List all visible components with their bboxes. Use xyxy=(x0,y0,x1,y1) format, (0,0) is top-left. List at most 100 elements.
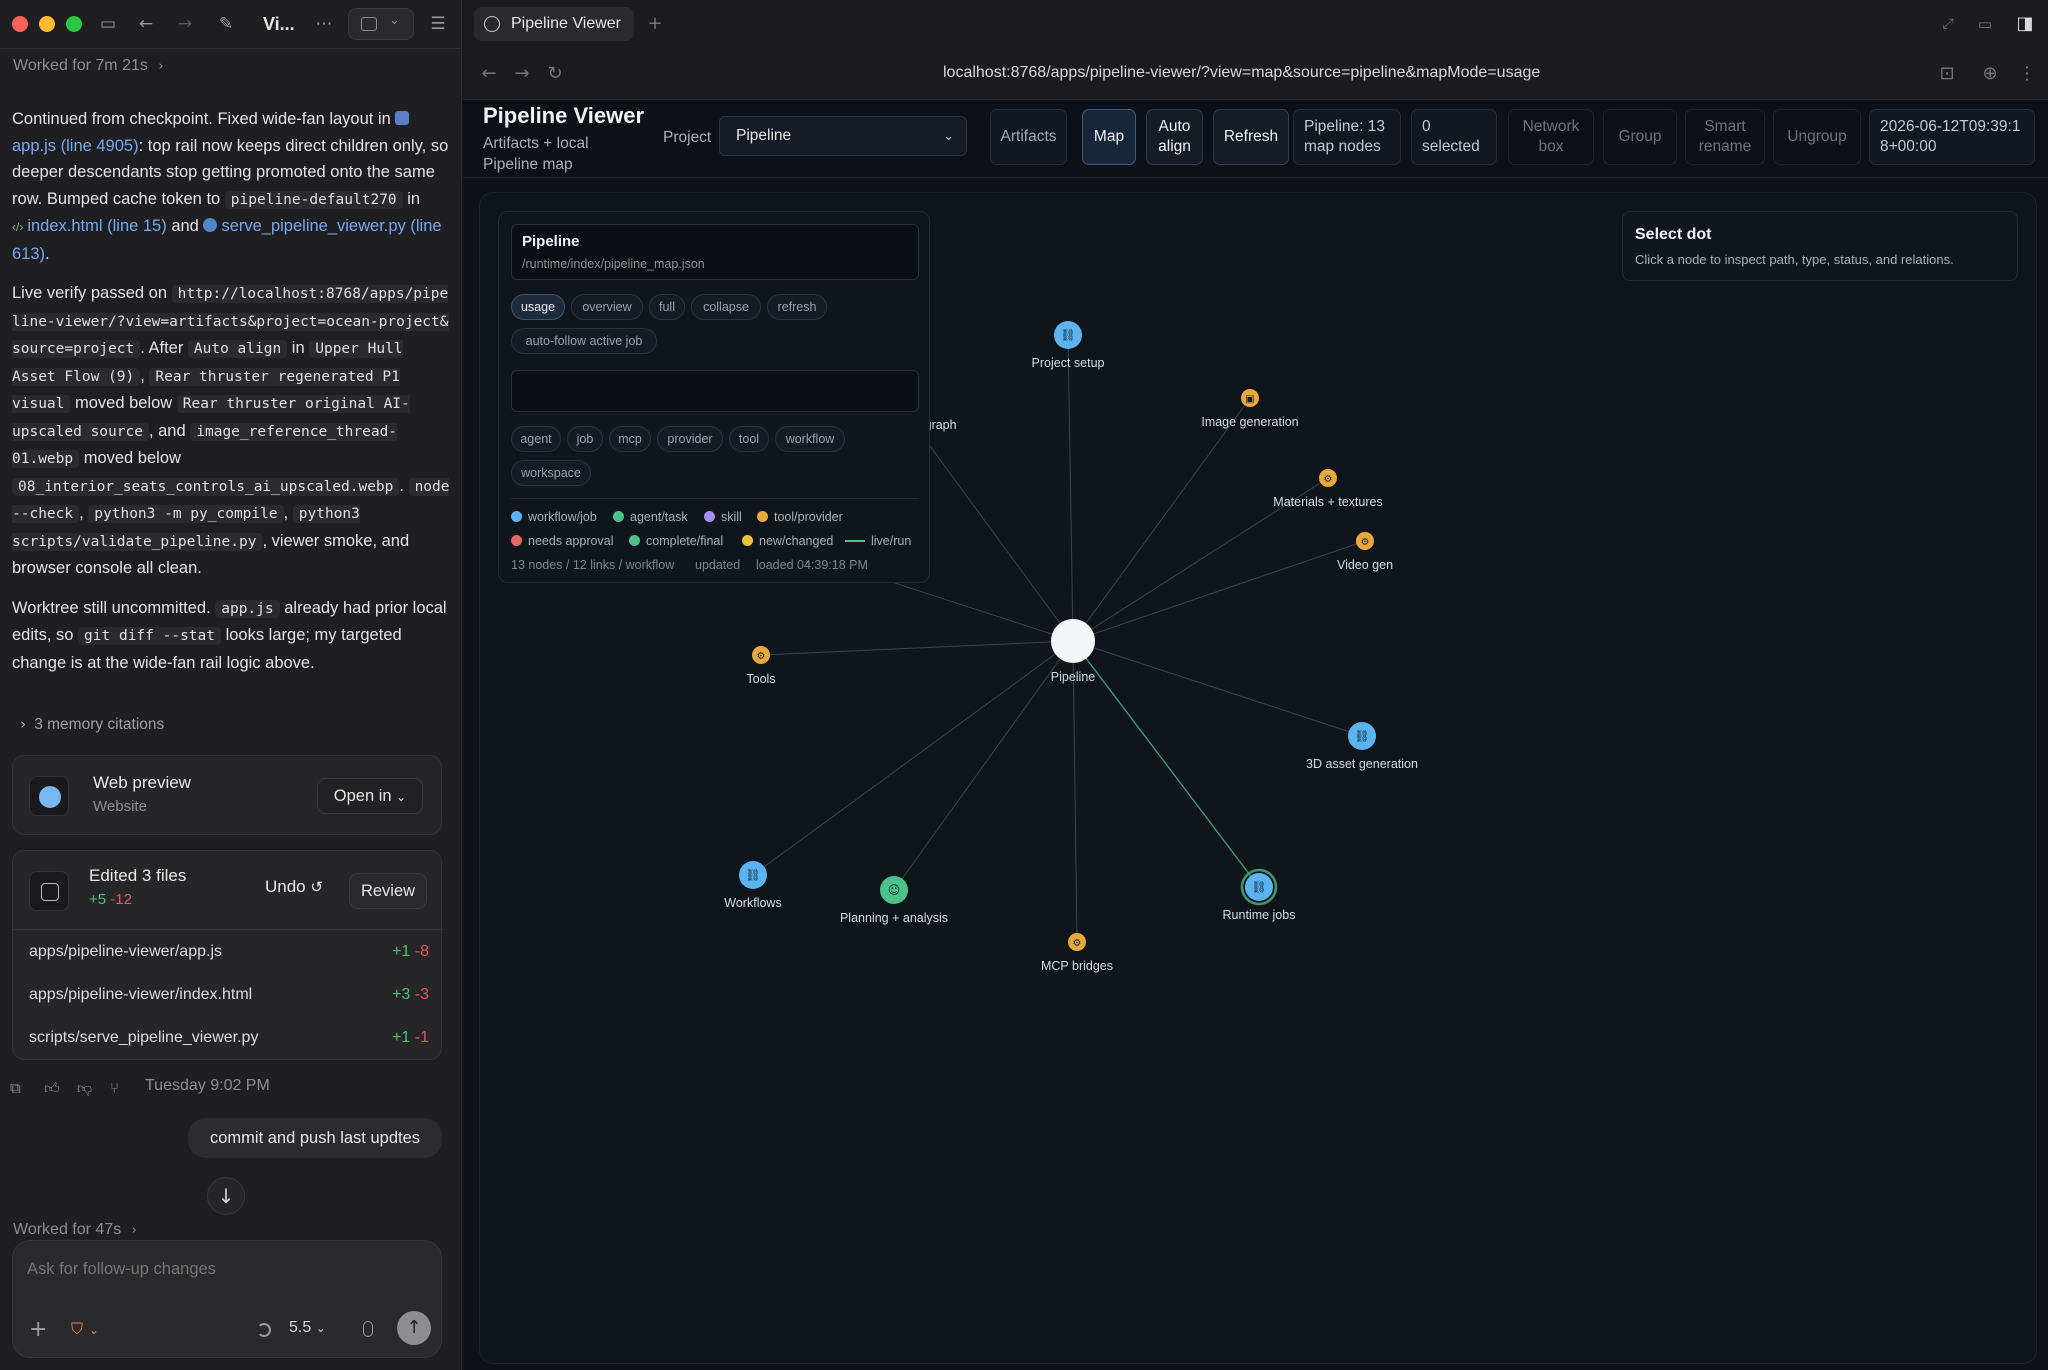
add-circle-icon[interactable]: ⊕ xyxy=(1982,63,1998,84)
expand-icon[interactable]: ⤢ xyxy=(1942,16,1954,32)
mode-chip-overview[interactable]: overview xyxy=(571,294,643,320)
filter-chip-mcp[interactable]: mcp xyxy=(609,426,651,452)
node-tools[interactable]: ⚙ Tools xyxy=(746,646,776,686)
mode-chip-usage[interactable]: usage xyxy=(511,294,565,320)
button-label: Smart rename xyxy=(1698,118,1752,155)
filter-chip-tool[interactable]: tool xyxy=(729,426,769,452)
link-icon: ⛓ xyxy=(1251,880,1266,894)
gear-icon: ⚙ xyxy=(1073,938,1082,949)
close-window-button[interactable] xyxy=(12,16,28,32)
project-select[interactable]: Pipeline ⌄ xyxy=(719,116,967,156)
user-message-bubble: commit and push last updtes xyxy=(188,1118,442,1158)
filter-chip-provider[interactable]: provider xyxy=(657,426,723,452)
edge-runtime-jobs xyxy=(1072,640,1260,888)
gear-icon: ⚙ xyxy=(757,651,766,662)
filter-chip-workflow[interactable]: workflow xyxy=(775,426,845,452)
permissions-shield-icon[interactable]: ⛉ ⌄ xyxy=(71,1319,100,1338)
refresh-button[interactable]: Refresh xyxy=(1213,109,1289,165)
follow-up-input[interactable] xyxy=(27,1255,427,1283)
file-link-app-js[interactable]: app.js (line 4905) xyxy=(12,110,413,155)
worked-duration-bottom[interactable]: Worked for 47s › xyxy=(13,1221,137,1239)
smart-rename-button[interactable]: Smart rename xyxy=(1685,109,1765,165)
undo-button[interactable]: Undo ↺ xyxy=(265,877,323,897)
send-button[interactable]: ↑ xyxy=(397,1311,431,1345)
filter-chip-workspace[interactable]: workspace xyxy=(511,460,591,486)
more-icon[interactable]: ⋯ xyxy=(315,14,333,34)
artifacts-button[interactable]: Artifacts xyxy=(990,109,1067,165)
tab-pipeline-viewer[interactable]: Pipeline Viewer xyxy=(474,7,634,41)
edited-file-row[interactable]: apps/pipeline-viewer/index.html +3 -3 xyxy=(29,986,429,1004)
legend-dot xyxy=(757,511,768,522)
lines-removed: -1 xyxy=(414,1029,429,1046)
add-attachment-icon[interactable]: + xyxy=(29,1317,48,1342)
node-pipeline-root[interactable]: Pipeline xyxy=(1051,619,1096,684)
new-tab-icon[interactable]: + xyxy=(647,13,663,34)
globe-icon xyxy=(29,776,69,816)
filter-chip-agent[interactable]: agent xyxy=(511,426,561,452)
auto-follow-chip[interactable]: auto-follow active job xyxy=(511,328,657,354)
forward-arrow-icon[interactable]: → xyxy=(177,14,193,34)
node-workflows[interactable]: ⛓ Workflows xyxy=(724,861,782,910)
group-button[interactable]: Group xyxy=(1603,109,1677,165)
url-field[interactable]: localhost:8768/apps/pipeline-viewer/?vie… xyxy=(943,64,1541,81)
node-runtime-jobs[interactable]: ⛓ Runtime jobs xyxy=(1223,868,1296,922)
node-label: Runtime jobs xyxy=(1223,908,1296,922)
node-video-gen[interactable]: ⚙ Video gen xyxy=(1337,532,1393,572)
mode-chip-collapse[interactable]: collapse xyxy=(691,294,761,320)
mode-chip-refresh[interactable]: refresh xyxy=(767,294,827,320)
python-file-icon xyxy=(203,218,218,232)
open-in-button[interactable]: Open in ⌄ xyxy=(317,778,423,814)
web-preview-card[interactable]: Web preview Website Open in ⌄ xyxy=(12,755,442,835)
diff-icon xyxy=(29,871,69,911)
thumbs-down-icon[interactable]: 👎︎ xyxy=(77,1079,93,1097)
node-planning[interactable]: ☺ Planning + analysis xyxy=(840,876,948,925)
button-label: Ungroup xyxy=(1787,128,1847,145)
text-run: in xyxy=(287,339,310,357)
sidebar-toggle-icon[interactable]: ▭ xyxy=(99,14,117,34)
mode-chip-full[interactable]: full xyxy=(649,294,685,320)
edited-file-row[interactable]: scripts/serve_pipeline_viewer.py +1 -1 xyxy=(29,1029,429,1047)
kebab-menu-icon[interactable]: ⋮ xyxy=(2018,63,2036,84)
filter-chip-job[interactable]: job xyxy=(567,426,603,452)
chevron-down-icon: ⌄ xyxy=(943,128,954,143)
web-preview-subtitle: Website xyxy=(93,798,147,815)
scroll-to-bottom-button[interactable]: ↓ xyxy=(207,1177,245,1215)
node-materials[interactable]: ⚙ Materials + textures xyxy=(1273,469,1383,509)
auto-align-button[interactable]: Auto align xyxy=(1146,109,1203,165)
map-search-input[interactable] xyxy=(511,370,919,412)
review-button[interactable]: Review xyxy=(349,873,427,909)
file-link-index-html[interactable]: ‹/› index.html (line 15) xyxy=(12,217,167,235)
edited-file-row[interactable]: apps/pipeline-viewer/app.js +1 -8 xyxy=(29,943,429,961)
back-arrow-icon[interactable]: ← xyxy=(138,14,154,34)
node-label: Materials + textures xyxy=(1273,495,1382,509)
back-arrow-icon[interactable]: ← xyxy=(481,63,497,84)
screenshot-icon[interactable]: ⊡ xyxy=(1939,63,1955,84)
worked-duration-top[interactable]: Worked for 7m 21s › xyxy=(13,57,164,75)
file-link-serve-py[interactable]: serve_pipeline_viewer.py (line 613) xyxy=(12,217,442,263)
memory-citations-toggle[interactable]: › 3 memory citations xyxy=(20,715,164,734)
ungroup-button[interactable]: Ungroup xyxy=(1773,109,1861,165)
minimize-window-button[interactable] xyxy=(39,16,55,32)
devtools-icon[interactable]: ▭ xyxy=(1977,15,1993,33)
node-asset-3d[interactable]: ⛓ 3D asset generation xyxy=(1306,722,1418,771)
microphone-icon[interactable] xyxy=(363,1321,373,1337)
list-icon[interactable]: ☰ xyxy=(430,14,446,34)
pipeline-map-canvas[interactable]: ⛓Project setup⛓Viewer + artifact graph▣I… xyxy=(479,192,2037,1364)
thumbs-up-icon[interactable]: 👍︎ xyxy=(44,1079,60,1097)
edited-files-title: Edited 3 files xyxy=(89,866,187,885)
compose-icon[interactable]: ✎ xyxy=(218,14,234,34)
forward-arrow-icon[interactable]: → xyxy=(514,63,530,84)
divider xyxy=(13,929,443,930)
reload-icon[interactable]: ↻ xyxy=(547,63,563,84)
copy-icon[interactable]: ⧉ xyxy=(10,1079,21,1097)
map-button[interactable]: Map xyxy=(1082,109,1136,165)
terminal-toggle[interactable]: ⌄ xyxy=(348,8,414,40)
zoom-window-button[interactable] xyxy=(66,16,82,32)
network-box-button[interactable]: Network box xyxy=(1508,109,1594,165)
node-image-generation[interactable]: ▣ Image generation xyxy=(1201,389,1299,429)
node-project-setup[interactable]: ⛓ Project setup xyxy=(1032,321,1105,370)
node-mcp-bridges[interactable]: ⚙ MCP bridges xyxy=(1041,933,1113,973)
fork-icon[interactable]: ⑂ xyxy=(110,1079,120,1097)
sidebar-panel-icon[interactable]: ◨ xyxy=(2016,13,2034,34)
model-selector[interactable]: 5.5 ⌄ xyxy=(289,1319,326,1337)
